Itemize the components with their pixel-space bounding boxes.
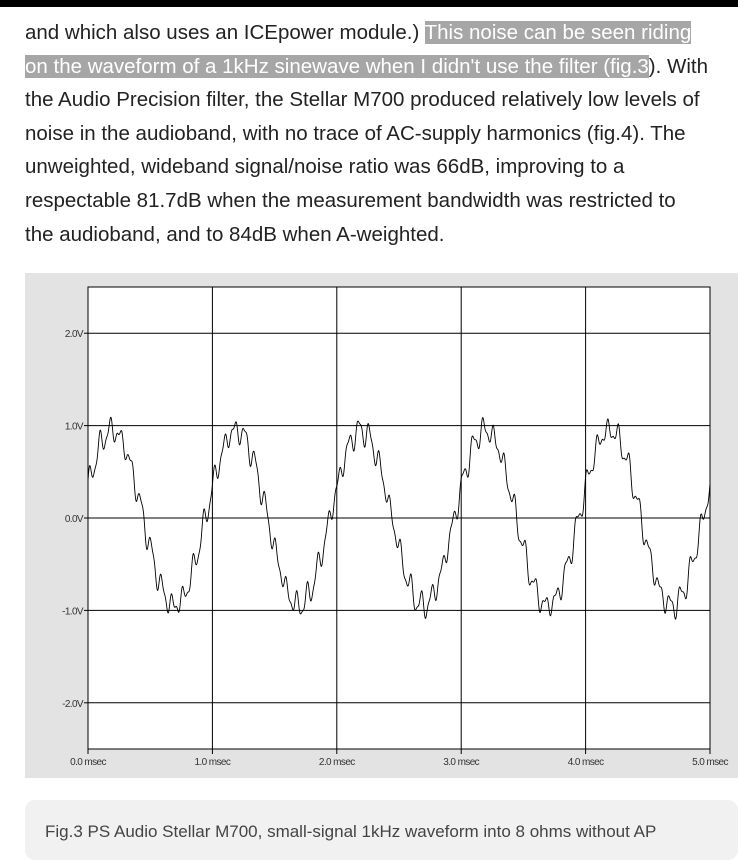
- article-line-5: unweighted, wideband signal/noise ratio …: [25, 155, 625, 179]
- y-tick-label: 0.0V: [65, 514, 84, 525]
- x-tick-label: 3.0 msec: [443, 757, 479, 768]
- y-tick-label: 1.0V: [65, 422, 84, 433]
- top-bar: [0, 0, 738, 7]
- figure-caption: Fig.3 PS Audio Stellar M700, small-signa…: [45, 822, 657, 841]
- y-tick-label: 2.0V: [65, 329, 84, 340]
- x-tick-label: 0.0 msec: [70, 757, 106, 768]
- x-tick-label: 2.0 msec: [319, 757, 355, 768]
- article-line-7: the audioband, and to 84dB when A-weight…: [25, 222, 445, 246]
- y-tick-label: -2.0V: [62, 699, 84, 710]
- y-tick-label: -1.0V: [62, 606, 84, 617]
- x-tick-label: 5.0 msec: [692, 757, 728, 768]
- figure: 0.0 msec 1.0 msec 2.0 msec 3.0 msec 4.0 msec…: [25, 273, 738, 778]
- article-line-3: the Audio Precision filter, the Stellar …: [25, 88, 700, 112]
- waveform-series: [87, 416, 711, 620]
- x-tick-label: 4.0 msec: [568, 757, 604, 768]
- article-line-6: respectable 81.7dB when the measurement …: [25, 188, 676, 212]
- article-line-1: and which also uses an ICEpower module.)…: [25, 21, 692, 44]
- article-line-4: noise in the audioband, with no trace of…: [25, 121, 686, 145]
- article-line-2: on the waveform of a 1kHz sinewave when …: [25, 54, 709, 78]
- highlighted-text: on the waveform of a 1kHz sinewave when …: [25, 54, 649, 78]
- x-tick-label: 1.0 msec: [195, 757, 231, 768]
- highlighted-text: This noise can be seen riding: [424, 21, 692, 44]
- article-text: and which also uses an ICEpower module.)…: [25, 16, 738, 251]
- caption-box: Fig.3 PS Audio Stellar M700, small-signa…: [25, 800, 738, 860]
- waveform-chart: 0.0 msec 1.0 msec 2.0 msec 3.0 msec 4.0 msec…: [62, 286, 729, 768]
